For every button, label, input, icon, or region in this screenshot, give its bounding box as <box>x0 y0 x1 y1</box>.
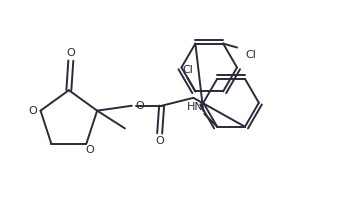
Text: O: O <box>85 145 94 155</box>
Text: O: O <box>155 136 164 146</box>
Text: O: O <box>135 101 144 111</box>
Text: Cl: Cl <box>182 65 193 75</box>
Text: O: O <box>66 48 75 58</box>
Text: O: O <box>28 106 37 116</box>
Text: Cl: Cl <box>245 50 256 60</box>
Text: HN: HN <box>187 102 204 112</box>
